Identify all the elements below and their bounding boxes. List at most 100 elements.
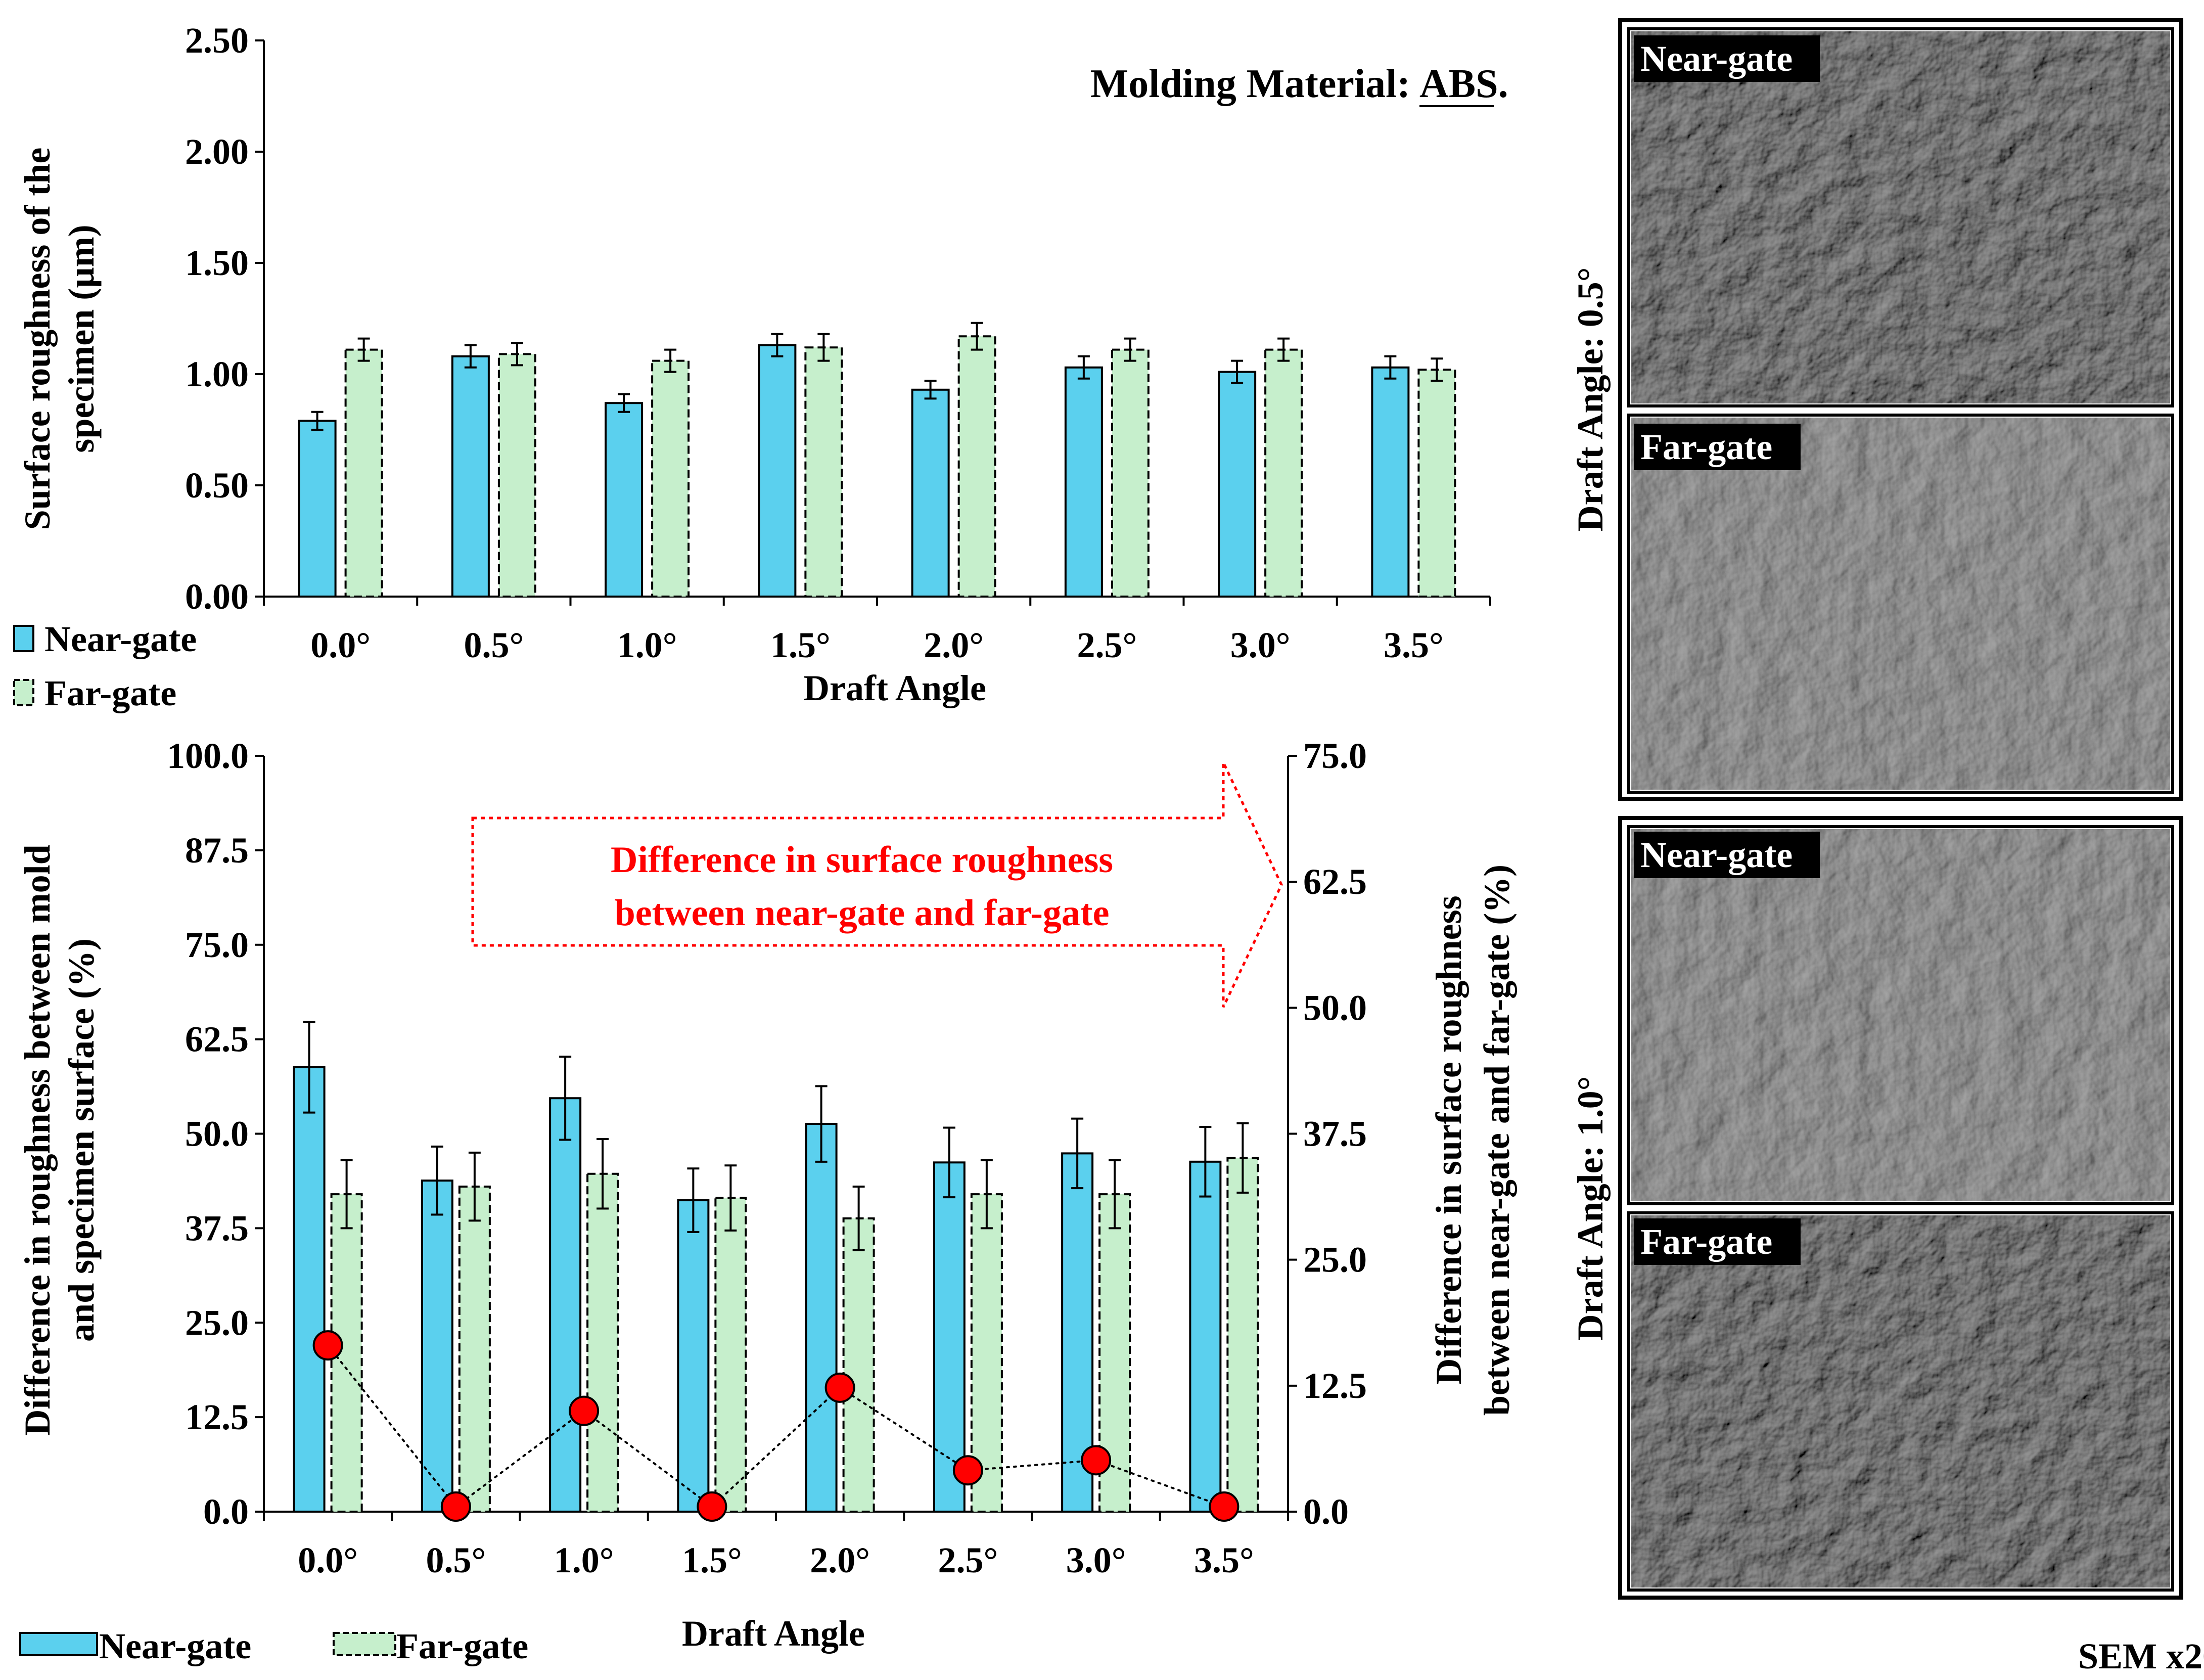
sem-micrograph [1631, 418, 2170, 790]
y-tick-label: 2.50 [185, 20, 249, 61]
bar-near-gate [911, 388, 950, 598]
x-tick-label: 1.0° [554, 1540, 614, 1580]
y-tick-label: 12.5 [185, 1397, 249, 1437]
sem-image-panel: Near-gate Far-gate Draft Angle: 0.5° Nea… [1570, 18, 2204, 1676]
bottom-y2-axis-title-line2: between near-gate and far-gate (%) [1477, 865, 1517, 1416]
sem-tag: Near-gate [1640, 835, 1793, 875]
difference-point [1209, 1491, 1239, 1522]
bar-near-gate [549, 1097, 582, 1513]
annotation-arrow: Difference in surface roughness between … [471, 761, 1283, 1008]
sem-group-frame [1618, 18, 2183, 801]
bar-near-gate [1371, 366, 1410, 598]
bar-near-gate [451, 355, 490, 598]
top-legend-label-near-gate: Near-gate [44, 619, 197, 659]
bar-far-gate [957, 335, 996, 598]
sem-tag: Near-gate [1640, 38, 1793, 79]
x-tick-label: 1.0° [617, 625, 677, 665]
bottom-plot-area [255, 755, 1297, 1522]
sem-image-frame [1627, 825, 2174, 1205]
bottom-legend: Near-gate Far-gate [19, 1626, 528, 1666]
sem-group-frame [1618, 816, 2183, 1600]
bar-far-gate [651, 359, 690, 598]
bottom-y-axis-title-line1: Difference in roughness between mold [17, 844, 58, 1435]
bar-far-gate [804, 346, 843, 598]
y-tick-label: 25.0 [185, 1302, 249, 1343]
sem-image-near-gate: Near-gate [1627, 825, 2174, 1205]
top-y-tick-labels: 0.00 0.50 1.00 1.50 2.00 2.50 [185, 20, 249, 617]
bottom-y-axis-title-line2: and specimen surface (%) [61, 938, 102, 1342]
x-tick-label: 2.5° [938, 1540, 998, 1580]
sem-tag: Far-gate [1640, 427, 1772, 467]
y2-tick-label: 12.5 [1303, 1366, 1367, 1406]
bar-far-gate [497, 353, 536, 598]
bar-far-gate [1226, 1157, 1259, 1513]
sem-tag-background [1634, 1218, 1801, 1265]
bar-far-gate [586, 1172, 619, 1513]
top-legend: Near-gate Far-gate [13, 619, 197, 713]
sem-group-1.0: Near-gate Far-gate Draft Angle: 1.0° [1570, 816, 2183, 1600]
top-legend-swatch-near-gate [13, 625, 34, 652]
bottom-legend-swatch-near-gate [19, 1632, 98, 1656]
sem-group-label: Draft Angle: 1.0° [1570, 1076, 1611, 1341]
difference-point [440, 1491, 471, 1522]
bar-near-gate [1064, 366, 1103, 598]
annotation-line2: between near-gate and far-gate [615, 892, 1110, 934]
bar-far-gate [714, 1197, 747, 1513]
top-roughness-chart: 0.00 0.50 1.00 1.50 2.00 2.50 0.0° 0.5° 1.0° 1.5… [13, 20, 1508, 713]
bottom-y-tick-labels: 0.0 12.5 25.0 37.5 50.0 62.5 75.0 87.5 100.0 [167, 736, 249, 1532]
x-tick-label: 3.0° [1066, 1540, 1126, 1580]
bar-near-gate [298, 420, 337, 598]
x-tick-label: 2.0° [924, 625, 984, 665]
bar-near-gate [805, 1123, 838, 1513]
difference-point [312, 1330, 343, 1361]
bar-near-gate [1218, 371, 1257, 598]
bar-near-gate [758, 344, 797, 598]
top-annotation-label: Molding Material: [1090, 62, 1410, 106]
bottom-y2-axis-title-line1: Difference in surface roughness [1429, 895, 1469, 1384]
bar-far-gate [344, 348, 383, 598]
y-tick-label: 37.5 [185, 1208, 249, 1248]
sem-micrograph [1631, 1215, 2170, 1587]
bar-far-gate [1264, 348, 1303, 598]
bottom-legend-label-near-gate: Near-gate [99, 1626, 251, 1666]
y-tick-label: 0.50 [185, 465, 249, 506]
y-tick-label: 0.00 [185, 576, 249, 617]
y-tick-label: 0.0 [203, 1491, 249, 1532]
x-tick-label: 0.5° [464, 625, 524, 665]
y-tick-label: 100.0 [167, 736, 249, 776]
bar-near-gate [421, 1179, 453, 1513]
y2-tick-label: 50.0 [1303, 987, 1367, 1028]
sem-group-0.5: Near-gate Far-gate Draft Angle: 0.5° [1570, 18, 2183, 801]
x-tick-label: 3.5° [1384, 625, 1444, 665]
x-tick-label: 1.5° [770, 625, 831, 665]
bottom-y2-tick-labels: 0.0 12.5 25.0 37.5 50.0 62.5 75.0 [1303, 736, 1367, 1532]
top-annotation-material: ABS. [1419, 62, 1508, 106]
bar-far-gate [1111, 348, 1150, 598]
y2-tick-label: 25.0 [1303, 1240, 1367, 1280]
top-y-axis-title-line1: Surface roughness of the [17, 148, 58, 530]
top-plot-area [255, 39, 1491, 606]
difference-point [697, 1491, 727, 1522]
y2-tick-label: 62.5 [1303, 861, 1367, 902]
sem-image-frame [1627, 1211, 2174, 1592]
bar-near-gate [605, 402, 644, 598]
bottom-legend-swatch-far-gate [333, 1632, 396, 1656]
top-x-axis-title: Draft Angle [803, 668, 986, 708]
sem-image-far-gate: Far-gate [1627, 414, 2174, 794]
sem-micrograph [1631, 31, 2170, 403]
sem-tag: Far-gate [1640, 1221, 1772, 1262]
x-tick-label: 3.5° [1194, 1540, 1254, 1580]
top-legend-swatch-far-gate [13, 679, 34, 706]
bar-near-gate [1189, 1160, 1222, 1513]
y-tick-label: 62.5 [185, 1019, 249, 1060]
bar-far-gate [1417, 369, 1456, 598]
sem-micrograph [1631, 829, 2170, 1201]
y-tick-label: 1.50 [185, 243, 249, 283]
sem-image-far-gate: Far-gate [1627, 1211, 2174, 1592]
x-tick-label: 2.5° [1077, 625, 1137, 665]
y2-tick-label: 0.0 [1303, 1491, 1349, 1532]
bar-near-gate [933, 1161, 966, 1513]
sem-tag-background [1634, 832, 1820, 878]
sem-image-frame [1627, 27, 2174, 407]
